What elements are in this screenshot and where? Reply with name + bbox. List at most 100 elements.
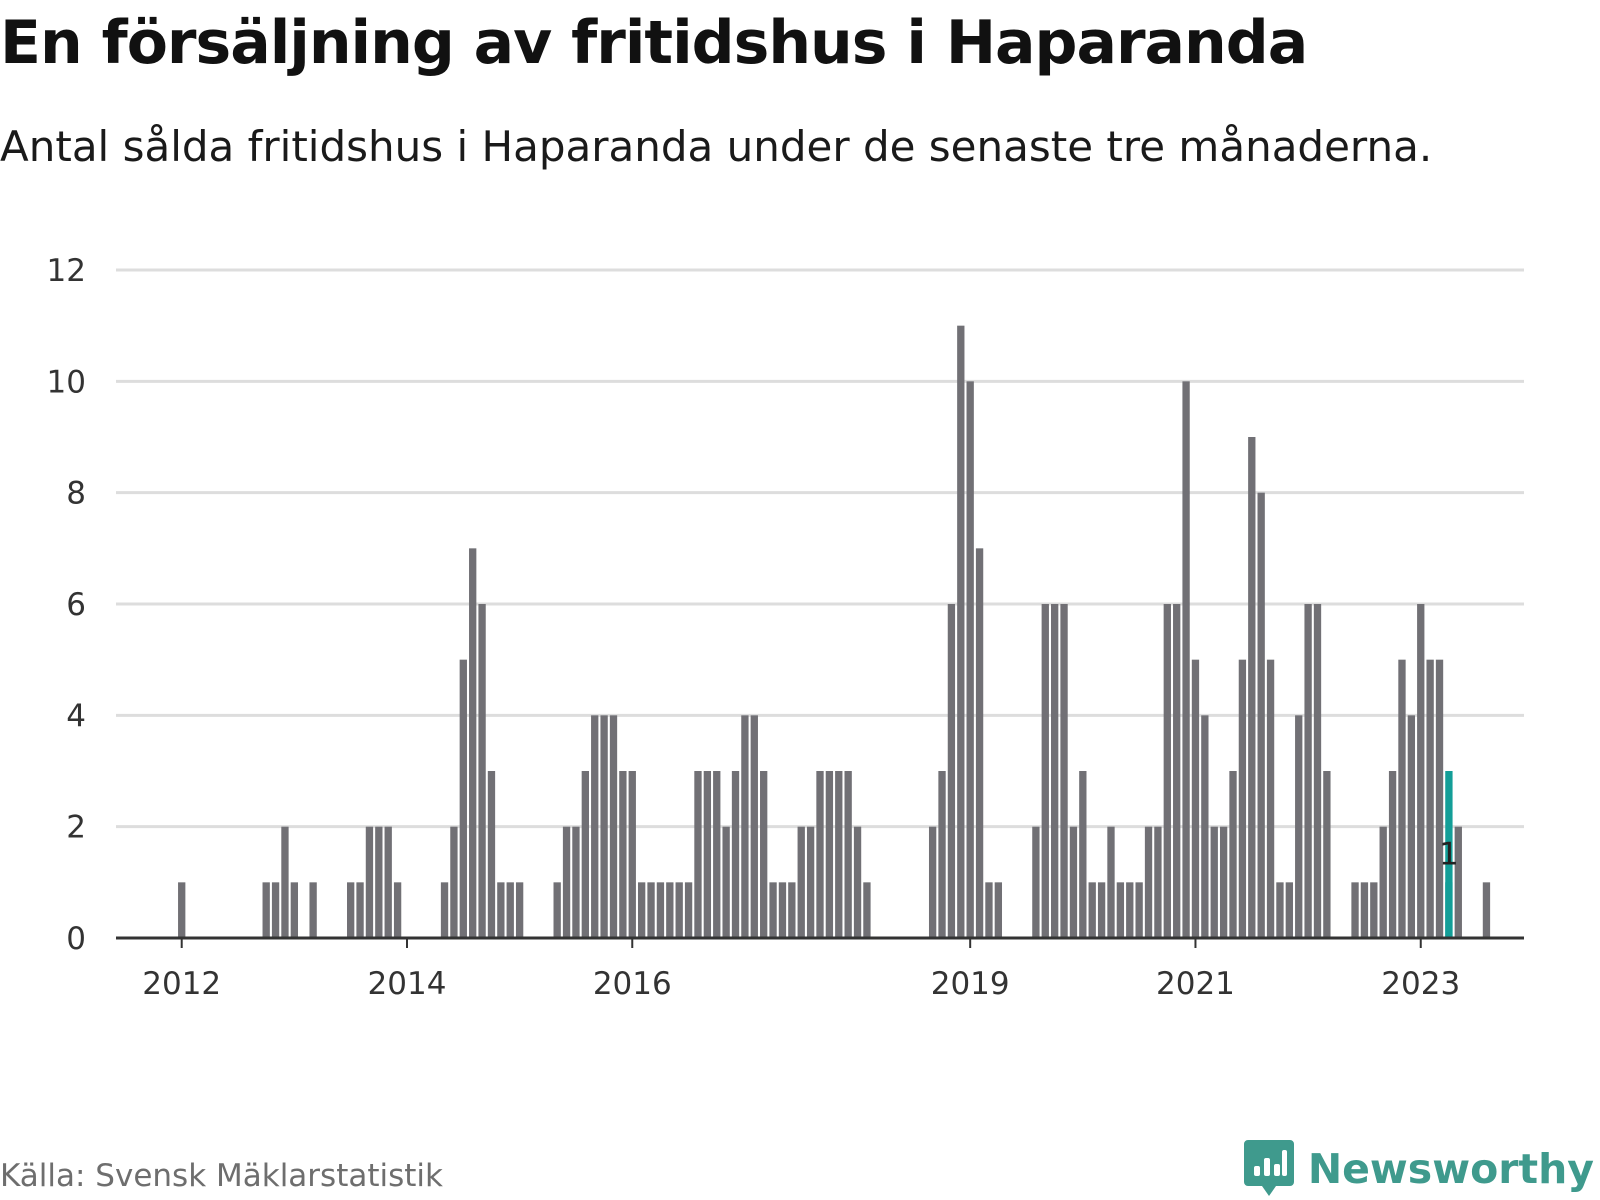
bar bbox=[459, 659, 467, 938]
bar bbox=[440, 882, 449, 938]
bar bbox=[1116, 882, 1125, 938]
x-tick-label: 2014 bbox=[368, 966, 447, 1002]
y-tick-label: 4 bbox=[66, 698, 86, 734]
bar bbox=[290, 882, 299, 938]
bar bbox=[628, 771, 636, 938]
bar bbox=[1210, 826, 1218, 938]
bar bbox=[553, 882, 561, 938]
bar bbox=[760, 771, 768, 938]
bar bbox=[572, 826, 580, 938]
bar bbox=[450, 826, 458, 938]
gridlines bbox=[116, 268, 1524, 829]
bar bbox=[1135, 882, 1143, 938]
bar bbox=[281, 826, 289, 938]
newsworthy-logo-icon bbox=[1243, 1140, 1294, 1196]
bar bbox=[1097, 882, 1106, 938]
y-tick-label: 10 bbox=[47, 364, 86, 400]
bar bbox=[515, 882, 524, 938]
bar bbox=[1482, 882, 1491, 938]
y-tick-label: 6 bbox=[66, 587, 86, 623]
bar bbox=[1257, 492, 1265, 938]
chart-subtitle: Antal sålda fritidshus i Haparanda under… bbox=[0, 122, 1433, 171]
bar bbox=[309, 882, 317, 938]
bar bbox=[178, 882, 186, 938]
bar bbox=[1360, 882, 1369, 938]
bar bbox=[469, 548, 477, 938]
bar bbox=[609, 715, 618, 938]
bar bbox=[497, 882, 505, 938]
bar bbox=[619, 771, 627, 938]
bars bbox=[178, 325, 1491, 939]
bar bbox=[750, 715, 758, 938]
bar bbox=[1238, 659, 1247, 938]
bar bbox=[731, 771, 740, 938]
bar bbox=[1417, 604, 1425, 938]
bar bbox=[591, 715, 599, 938]
bar bbox=[1229, 771, 1237, 938]
bar bbox=[356, 882, 364, 938]
bar bbox=[938, 771, 946, 938]
bar bbox=[863, 882, 871, 938]
bar bbox=[1107, 826, 1115, 938]
bar bbox=[1435, 659, 1444, 938]
bar bbox=[1313, 604, 1322, 938]
bar bbox=[271, 882, 280, 938]
bar bbox=[1182, 381, 1190, 938]
y-tick-label: 12 bbox=[47, 253, 86, 289]
bar bbox=[975, 548, 984, 938]
bar bbox=[1219, 826, 1228, 938]
bar bbox=[1426, 659, 1434, 938]
bar bbox=[722, 826, 730, 938]
bar bbox=[347, 882, 355, 938]
bar bbox=[1398, 659, 1406, 938]
bar bbox=[262, 882, 270, 938]
bar bbox=[1163, 604, 1171, 938]
bar bbox=[1388, 771, 1397, 938]
chart-title: En försäljning av fritidshus i Haparanda bbox=[0, 8, 1308, 78]
bar bbox=[1276, 882, 1284, 938]
bar bbox=[600, 715, 608, 938]
highlight-bar bbox=[1445, 771, 1453, 938]
bar bbox=[1379, 826, 1387, 938]
bar bbox=[1407, 715, 1416, 938]
bar bbox=[1266, 659, 1275, 938]
bar bbox=[1051, 604, 1059, 938]
bar bbox=[675, 882, 683, 938]
bar bbox=[393, 882, 402, 938]
x-tick-label: 2021 bbox=[1156, 966, 1235, 1002]
bar bbox=[1370, 882, 1378, 938]
bar bbox=[581, 771, 589, 938]
bar bbox=[825, 771, 834, 938]
bar bbox=[1032, 826, 1040, 938]
y-tick-label: 0 bbox=[66, 921, 86, 957]
highlight-bar bbox=[1445, 882, 1453, 938]
bar bbox=[713, 771, 721, 938]
bar bbox=[957, 325, 965, 939]
bar bbox=[1285, 882, 1293, 938]
x-tick-label: 2016 bbox=[593, 966, 672, 1002]
bar bbox=[375, 826, 383, 938]
bar bbox=[928, 826, 937, 938]
bar bbox=[1351, 882, 1359, 938]
bar bbox=[637, 882, 646, 938]
y-tick-label: 8 bbox=[66, 476, 86, 512]
bar bbox=[1060, 604, 1068, 938]
bar bbox=[1304, 604, 1312, 938]
bar bbox=[487, 771, 496, 938]
bar bbox=[844, 771, 852, 938]
bar bbox=[1041, 604, 1049, 938]
bar bbox=[985, 882, 993, 938]
bar bbox=[1191, 659, 1200, 938]
brand-logo[interactable]: Newsworthy bbox=[1243, 1140, 1594, 1198]
bar bbox=[365, 826, 374, 938]
brand-name: Newsworthy bbox=[1307, 1145, 1594, 1193]
source-note: Källa: Svensk Mäklarstatistik bbox=[0, 1158, 443, 1194]
bar bbox=[1079, 771, 1087, 938]
bar bbox=[1295, 715, 1303, 938]
bar bbox=[1248, 437, 1256, 938]
bar bbox=[788, 882, 796, 938]
y-tick-label: 2 bbox=[66, 810, 86, 846]
bar bbox=[684, 882, 693, 938]
bar bbox=[656, 882, 665, 938]
